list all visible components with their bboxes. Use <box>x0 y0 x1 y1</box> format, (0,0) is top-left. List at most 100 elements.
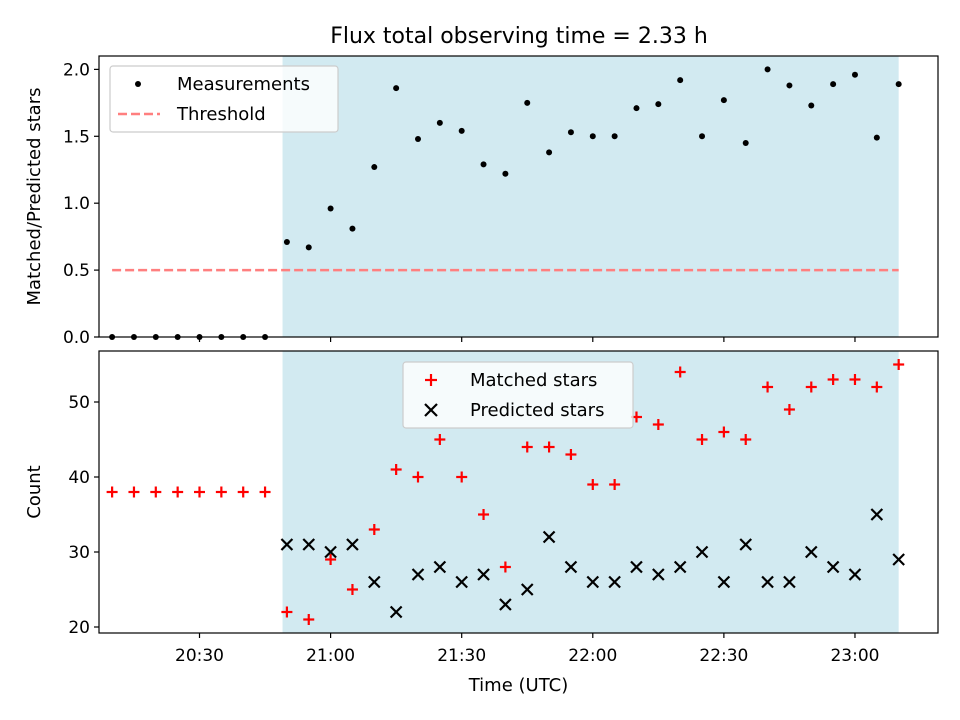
legend-item: Predicted stars <box>424 400 604 421</box>
data-point <box>652 568 665 581</box>
x-tick-label: 21:30 <box>437 646 486 666</box>
data-point <box>848 568 862 581</box>
data-point <box>346 584 358 595</box>
data-point <box>502 170 509 177</box>
data-point <box>436 119 443 126</box>
data-point <box>520 583 534 596</box>
data-point <box>327 205 334 212</box>
data-point <box>458 127 465 134</box>
data-point <box>346 538 359 551</box>
data-point <box>720 97 727 104</box>
x-tick-label: 21:00 <box>306 646 355 666</box>
legend-label: Predicted stars <box>470 400 604 421</box>
data-point <box>608 575 621 589</box>
marker-stroke <box>477 568 490 581</box>
data-point <box>349 225 356 232</box>
data-point <box>455 575 468 589</box>
data-point <box>673 560 687 574</box>
data-point <box>895 81 902 88</box>
data-point <box>194 486 206 498</box>
legend-label: Measurements <box>177 74 310 95</box>
marker-stroke <box>804 545 818 559</box>
data-point <box>283 238 290 245</box>
x-tick-label: 23:00 <box>830 646 879 666</box>
y-tick-label: 50 <box>68 393 90 413</box>
marker-stroke <box>302 538 316 551</box>
legend-label: Matched stars <box>470 370 597 391</box>
marker-stroke <box>848 568 862 581</box>
data-point <box>783 404 795 415</box>
data-point <box>302 538 316 551</box>
data-point <box>524 99 531 106</box>
data-point <box>742 139 749 146</box>
data-point <box>371 164 378 171</box>
legend-swatch <box>135 81 141 87</box>
data-point <box>674 366 686 378</box>
data-point <box>150 486 162 498</box>
data-point <box>893 359 905 370</box>
data-point <box>172 486 184 498</box>
data-point <box>499 561 511 573</box>
data-point <box>892 553 905 566</box>
marker-stroke <box>630 560 643 574</box>
y-axis-label: Matched/Predicted stars <box>24 88 45 306</box>
marker-stroke <box>368 575 381 589</box>
series-measurements <box>109 66 902 340</box>
data-point <box>739 538 753 551</box>
marker-stroke <box>783 575 796 589</box>
data-point <box>630 560 643 574</box>
data-point <box>546 149 553 156</box>
marker-stroke <box>652 568 665 581</box>
data-point <box>804 545 818 559</box>
legend: Measurements Threshold <box>109 65 339 133</box>
x-tick-label: 20:30 <box>175 646 224 666</box>
data-point <box>305 244 312 251</box>
legend: Matched stars Predicted stars <box>402 361 634 429</box>
marker-stroke <box>280 538 294 551</box>
figure-title: Flux total observing time = 2.33 h <box>330 24 708 49</box>
marker-stroke <box>564 560 578 574</box>
marker-stroke <box>455 575 468 589</box>
data-point <box>414 135 421 142</box>
data-point <box>871 381 883 393</box>
marker-stroke <box>586 575 600 589</box>
y-tick-label: 30 <box>68 543 90 563</box>
legend-item: Threshold <box>118 104 266 125</box>
data-point <box>390 464 402 475</box>
data-point <box>826 560 840 574</box>
bottom-panel: 20 30 40 50 20:30 21:00 21:30 22:00 22:30 23:00 Co… <box>24 350 939 696</box>
data-point <box>433 560 447 574</box>
data-point <box>696 434 708 445</box>
data-point <box>611 133 618 140</box>
legend-item: Matched stars <box>425 370 597 391</box>
data-point <box>786 82 793 89</box>
data-point <box>477 568 490 581</box>
data-point <box>543 441 555 453</box>
data-point <box>368 575 381 589</box>
data-point <box>259 486 271 498</box>
data-point <box>609 479 621 490</box>
data-point <box>633 105 640 112</box>
data-point <box>586 575 600 589</box>
data-point <box>655 101 662 108</box>
legend-frame <box>109 65 339 133</box>
data-point <box>237 486 249 498</box>
marker-stroke <box>608 575 621 589</box>
marker-stroke <box>892 553 905 566</box>
marker-stroke <box>520 583 534 596</box>
data-point <box>851 71 858 78</box>
data-point <box>677 77 684 84</box>
x-tick-label: 22:00 <box>568 646 617 666</box>
marker-stroke <box>411 568 425 581</box>
marker-stroke <box>673 560 687 574</box>
data-point <box>764 66 771 73</box>
data-point <box>870 508 884 521</box>
data-point <box>389 605 403 619</box>
data-point <box>652 419 664 430</box>
plot-frame <box>98 350 939 634</box>
marker-stroke <box>739 538 753 551</box>
data-point <box>717 575 731 589</box>
data-point <box>830 81 837 88</box>
y-tick-label: 20 <box>68 618 90 638</box>
data-point <box>499 598 512 611</box>
